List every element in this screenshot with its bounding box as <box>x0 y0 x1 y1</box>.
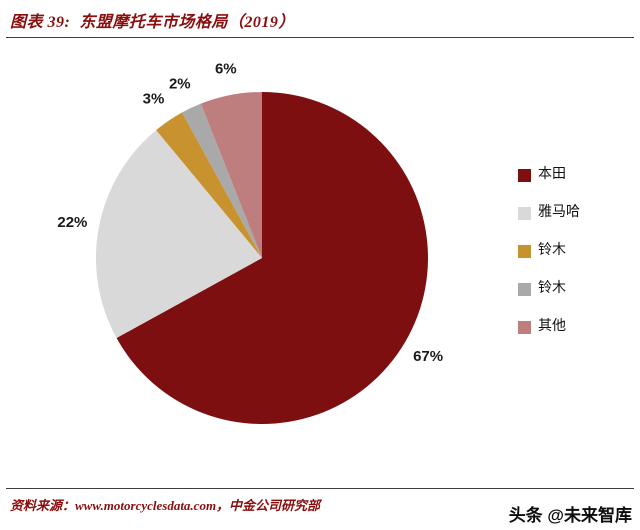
legend-item: 铃木 <box>518 244 580 258</box>
pie-slice-2 <box>95 130 263 338</box>
pie-slice-5 <box>200 92 262 258</box>
pie-slice-3 <box>156 112 262 258</box>
pie-percent-label: 6% <box>215 60 237 77</box>
footer-divider <box>6 488 634 489</box>
legend-label: 铃木 <box>538 281 566 296</box>
legend-swatch <box>518 244 531 258</box>
legend-item: 雅马哈 <box>518 206 580 220</box>
legend-item: 本田 <box>518 168 580 182</box>
legend-label: 雅马哈 <box>538 205 580 220</box>
legend-label: 本田 <box>538 167 566 182</box>
legend-item: 其他 <box>518 320 580 334</box>
figure-title: 图表 39: 东盟摩托车市场格局（2019） <box>10 14 295 31</box>
legend-swatch <box>518 168 531 182</box>
pie-slice-1 <box>116 92 428 424</box>
pie-percent-label: 22% <box>57 214 87 231</box>
title-divider <box>6 37 634 38</box>
legend-label: 铃木 <box>538 243 566 258</box>
legend: 本田 雅马哈 铃木 铃木 其他 <box>518 168 580 334</box>
pie-percent-label: 2% <box>169 75 191 92</box>
pie-percent-label: 67% <box>413 348 443 365</box>
source-note: 资料来源：www.motorcyclesdata.com，中金公司研究部 <box>10 498 321 513</box>
watermark: 头条 @未来智库 <box>508 506 632 525</box>
legend-swatch <box>518 282 531 296</box>
legend-swatch <box>518 206 531 220</box>
legend-label: 其他 <box>538 319 566 334</box>
legend-swatch <box>518 320 531 334</box>
pie-slice-4 <box>182 103 262 258</box>
legend-item: 铃木 <box>518 282 580 296</box>
pie-percent-label: 3% <box>143 90 165 107</box>
